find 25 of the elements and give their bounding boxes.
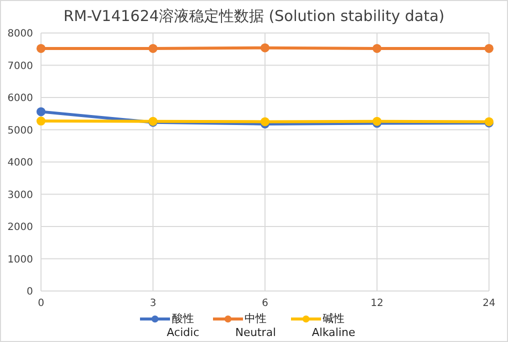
y-tick-label: 1000 [8,254,33,266]
x-tick-label: 24 [482,298,496,310]
y-tick-label: 2000 [8,222,33,234]
point [36,44,46,53]
point [36,116,46,126]
point [372,44,382,53]
point [260,43,270,52]
point [148,44,158,53]
y-tick-label: 5000 [8,125,33,136]
chart-title: RM-V141624溶液稳定性数据 (Solution stability data) [62,7,446,27]
point [484,44,494,53]
legend-label: 碱性 Alkaline [312,311,356,339]
y-tick-label: 0 [26,286,33,298]
x-tick-label: 12 [370,298,384,310]
x-tick-label: 6 [262,298,268,310]
y-tick-label: 3000 [8,190,33,201]
x-tick-label: 3 [150,298,156,310]
legend-label: 酸性 Acidic [166,311,200,339]
x-tick-label: 0 [38,298,44,310]
legend-label: 中性 Neutral [235,311,276,339]
point [36,107,46,116]
y-tick-label: 8000 [8,28,33,40]
y-tick-label: 6000 [8,93,33,104]
y-tick-label: 4000 [8,158,33,169]
y-tick-label: 7000 [8,60,33,72]
